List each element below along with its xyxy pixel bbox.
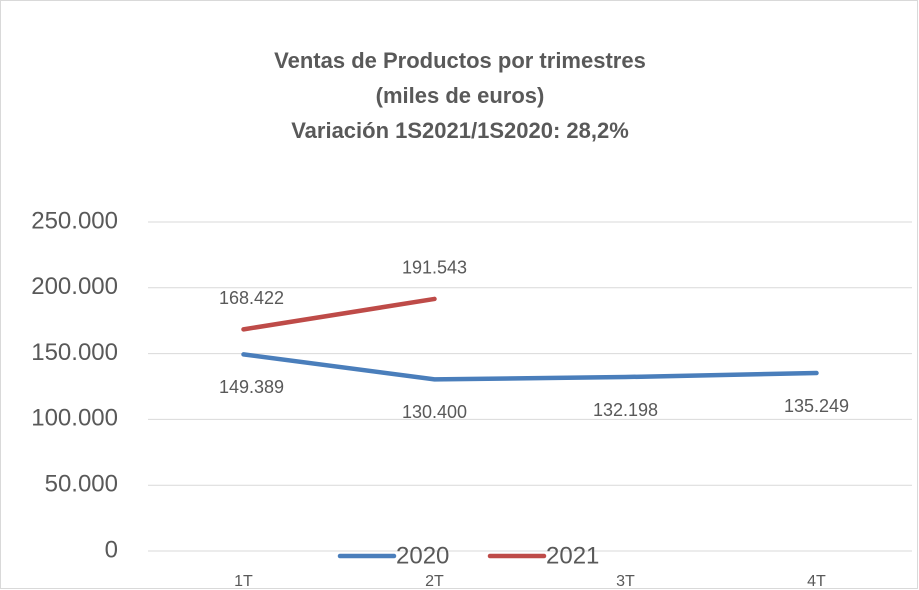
- y-tick-label: 250.000: [31, 207, 118, 234]
- y-tick-label: 200.000: [31, 273, 118, 300]
- data-label: 130.400: [402, 402, 467, 422]
- x-tick-label: 1T: [234, 573, 253, 590]
- y-tick-label: 100.000: [31, 405, 118, 432]
- y-tick-label: 0: [105, 536, 118, 563]
- x-tick-label: 3T: [616, 573, 635, 590]
- data-label: 132.198: [593, 400, 658, 420]
- chart-title: Ventas de Productos por trimestres: [274, 48, 646, 73]
- data-label: 135.249: [784, 396, 849, 416]
- x-tick-label: 4T: [807, 573, 826, 590]
- chart-title: Variación 1S2021/1S2020: 28,2%: [291, 118, 629, 143]
- y-tick-label: 150.000: [31, 339, 118, 366]
- data-label: 191.543: [402, 258, 467, 278]
- data-label: 168.422: [219, 288, 284, 308]
- series-line: [241, 352, 819, 382]
- legend-label: 2021: [546, 542, 599, 569]
- chart-title: (miles de euros): [376, 83, 545, 108]
- legend-label: 2020: [396, 542, 449, 569]
- series-line: [241, 296, 437, 332]
- x-tick-label: 2T: [425, 573, 444, 590]
- y-tick-label: 50.000: [45, 471, 118, 498]
- data-label: 149.389: [219, 377, 284, 397]
